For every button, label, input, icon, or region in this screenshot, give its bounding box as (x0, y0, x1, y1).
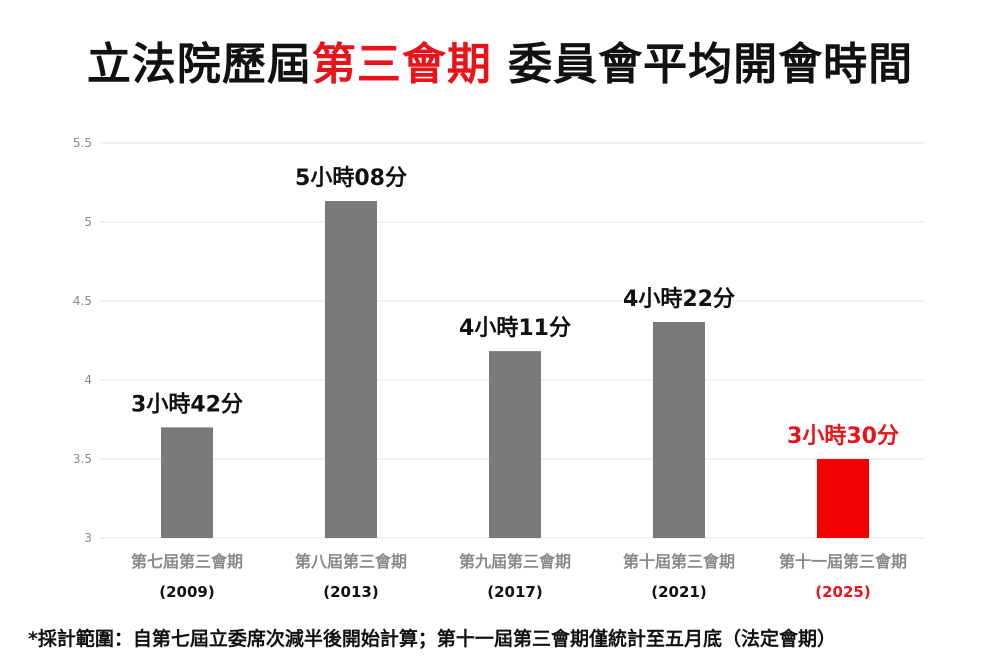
bar (653, 322, 705, 538)
x-year-label: (2017) (487, 583, 542, 601)
bars (161, 200, 869, 538)
x-year-label: (2009) (159, 583, 214, 601)
data-label: 4小時22分 (623, 287, 735, 312)
y-tick-label: 5.5 (73, 136, 92, 150)
x-axis-labels: 第七屆第三會期 (2009) 第八屆第三會期 (2013) 第九屆第三會期 (2017) 第… (131, 552, 907, 601)
data-label: 4小時11分 (459, 316, 571, 341)
data-label: 3小時42分 (131, 392, 243, 417)
bar (489, 351, 541, 538)
x-year-label: (2013) (323, 583, 378, 601)
bar (325, 200, 377, 538)
y-tick-label: 4.5 (73, 294, 92, 308)
y-tick-label: 3.5 (73, 452, 92, 466)
chart-title: 立法院歷屆第三會期 委員會平均開會時間 (0, 28, 1000, 92)
y-axis-ticks: 3 3.5 4 4.5 5 5.5 (73, 136, 92, 545)
bar-chart: 33.544.555.5 3小時42分5小時08分4小時11分4小時22分3小時… (73, 136, 925, 601)
x-year-label: (2025) (815, 583, 870, 601)
y-tick-label: 5 (84, 215, 92, 229)
bar (817, 459, 869, 538)
data-labels: 3小時42分 5小時08分 4小時11分 4小時22分 3小時30分 (131, 166, 899, 449)
bar (161, 427, 213, 538)
x-category-label: 第七屆第三會期 (131, 552, 243, 571)
y-tick-label: 3 (84, 531, 92, 545)
x-year-label: (2021) (651, 583, 706, 601)
y-tick-label: 4 (84, 373, 92, 387)
x-category-label: 第十屆第三會期 (623, 552, 735, 571)
data-label: 5小時08分 (295, 166, 407, 191)
x-category-label: 第十一屆第三會期 (779, 552, 907, 571)
gridlines (100, 142, 925, 539)
data-label: 3小時30分 (787, 424, 899, 449)
title-suffix: 委員會平均開會時間 (491, 39, 914, 90)
x-category-label: 第八屆第三會期 (295, 552, 407, 571)
title-prefix: 立法院歷屆 (86, 39, 312, 90)
footnote: *採計範圍：自第七屆立委席次減半後開始計算；第十一屆第三會期僅統計至五月底（法定… (28, 628, 836, 650)
x-category-label: 第九屆第三會期 (459, 552, 571, 571)
title-highlight: 第三會期 (311, 39, 492, 90)
